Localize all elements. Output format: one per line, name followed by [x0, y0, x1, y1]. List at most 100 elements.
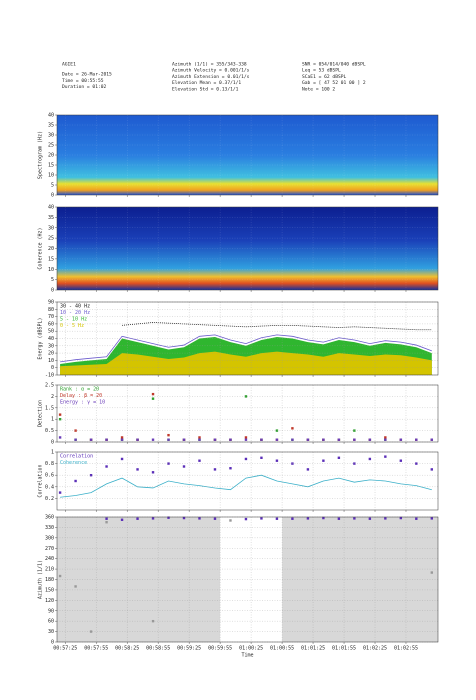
header-text: SNR = 054/014/040 dBSPL: [302, 62, 366, 68]
point: [430, 438, 434, 441]
x-tick-label: 01:02:25: [363, 646, 387, 652]
x-tick-label: 00:58:55: [146, 646, 170, 652]
point: [275, 517, 279, 520]
y-tick-label: 180: [45, 577, 54, 583]
point: [182, 438, 186, 441]
legend-entry: 10 - 20 Hz: [60, 310, 90, 316]
point: [322, 516, 325, 520]
y-tick-label: 0: [51, 440, 54, 446]
point: [244, 517, 248, 521]
y-tick-label: 330: [45, 525, 54, 531]
point: [337, 438, 341, 441]
point: [399, 438, 403, 441]
header-text: Leq = 53 dBSPL: [302, 68, 341, 74]
header-text: Azimuth Extension = 0.01/1/s: [172, 74, 250, 80]
legend-entry: 30 - 40 Hz: [60, 304, 90, 310]
point: [415, 462, 418, 465]
point: [182, 465, 186, 468]
point: [353, 429, 356, 432]
plot-frame: [56, 384, 439, 443]
point: [74, 438, 77, 441]
point: [368, 457, 372, 461]
x-tick-label: 01:01:55: [332, 646, 356, 652]
y-tick-label: 1: [51, 417, 54, 423]
header-text: AGIE1: [62, 62, 76, 68]
point: [58, 574, 62, 578]
header-text: Duration = 01:02: [62, 84, 106, 90]
y-axis-label: Correlation: [38, 464, 44, 497]
header-text: Date = 26-Mar-2015: [62, 72, 112, 78]
legend-entry: 5 - 10 Hz: [60, 317, 87, 323]
header-text: Elevation Std = 0.13/1/1: [172, 86, 239, 92]
point: [89, 438, 93, 441]
point: [151, 438, 155, 441]
y-tick-label: 300: [45, 535, 54, 541]
point: [89, 474, 93, 477]
y-tick-label: -10: [45, 373, 54, 379]
y-tick-label: 210: [45, 567, 54, 573]
plot-frame: [56, 206, 439, 291]
y-tick-label: 270: [45, 546, 54, 552]
header-text: SCaE1 = 62 dBSPL: [302, 74, 346, 80]
x-axis-label: Time: [241, 653, 253, 659]
point: [291, 517, 294, 520]
point: [306, 517, 310, 520]
point: [213, 468, 217, 471]
point: [322, 438, 325, 441]
line: [60, 474, 432, 498]
point: [58, 436, 62, 439]
point: [384, 517, 387, 520]
point: [337, 517, 341, 520]
y-tick-label: 0.6: [45, 473, 54, 479]
point: [260, 438, 263, 441]
y-tick-label: 5: [51, 277, 54, 283]
y-tick-label: 2: [51, 394, 54, 400]
point: [167, 462, 170, 465]
point: [120, 457, 124, 461]
header-text: Azimuth Velocity = 0.001/1/s: [172, 68, 250, 74]
point: [368, 517, 372, 520]
point: [89, 630, 93, 633]
y-tick-label: 15: [48, 163, 54, 169]
area: [60, 351, 432, 375]
point: [74, 585, 77, 588]
legend-entry: 0 - 5 Hz: [60, 323, 84, 329]
y-tick-label: 0: [51, 365, 54, 371]
point: [430, 468, 434, 471]
point: [244, 457, 248, 461]
plot-frame: [56, 516, 439, 643]
y-tick-label: 60: [48, 321, 54, 327]
line: [60, 334, 432, 363]
plot-frame: [56, 301, 439, 376]
point: [136, 517, 139, 520]
header-text: Gab = [ 47 52 01 00 ] 2: [302, 80, 366, 86]
legend-entry: Rank : α = 20: [60, 387, 99, 393]
point: [260, 456, 263, 459]
point: [384, 438, 387, 441]
plot-area: [57, 207, 438, 290]
y-tick-label: 30: [48, 343, 54, 349]
header-text: Time = 00:55:55: [62, 78, 104, 84]
y-tick-label: 20: [48, 246, 54, 252]
y-tick-label: 240: [45, 556, 54, 562]
y-tick-label: 60: [48, 619, 54, 625]
y-axis-label: Energy (dBSPL): [38, 317, 44, 359]
point: [58, 413, 62, 416]
point: [198, 517, 201, 520]
x-tick-label: 01:01:25: [301, 646, 325, 652]
point: [151, 619, 155, 623]
x-tick-label: 01:00:55: [270, 646, 294, 652]
y-tick-label: 40: [48, 205, 54, 211]
y-tick-label: 35: [48, 215, 54, 221]
y-axis-label: Spectrogram (Hz): [38, 131, 44, 179]
y-tick-label: 20: [48, 351, 54, 357]
header-text: Azimuth (1/1) = 355/343-338: [172, 62, 247, 68]
point: [182, 516, 186, 520]
point: [399, 516, 403, 520]
point: [337, 456, 341, 459]
y-axis-label: Coherence (Hz): [38, 227, 44, 269]
y-tick-label: 0: [51, 193, 54, 199]
point: [291, 438, 294, 441]
y-axis-label: Azimuth (1/1): [38, 560, 44, 599]
